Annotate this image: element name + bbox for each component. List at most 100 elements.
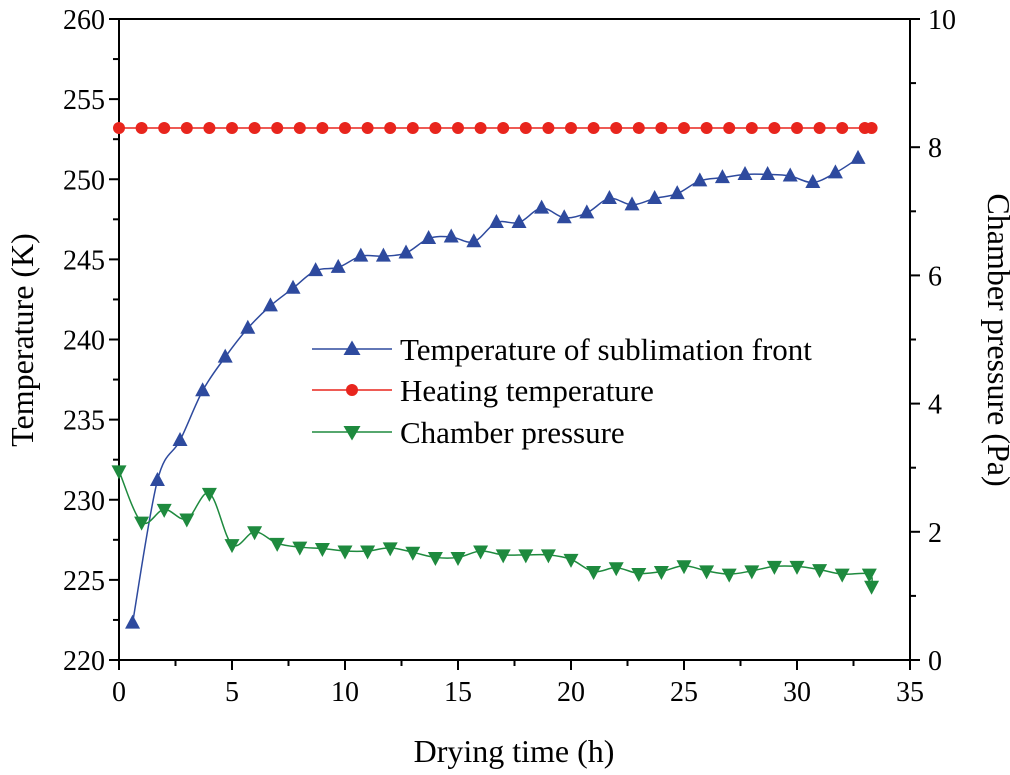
legend-marker-chamber-pressure <box>343 426 361 441</box>
data-point-sublimation-front-27 <box>737 165 753 180</box>
data-point-heating-temperature-28 <box>745 121 758 134</box>
data-point-chamber-pressure-11 <box>360 545 376 560</box>
data-point-chamber-pressure-2 <box>156 503 172 518</box>
series-line-chamber-pressure <box>118 470 873 587</box>
series-chamber-pressure <box>111 465 880 595</box>
axes: 0 5 10 15 20 25 30 3522022523023524024525025526… <box>63 5 956 708</box>
data-point-heating-temperature-13 <box>406 121 419 134</box>
data-point-chamber-pressure-3 <box>179 513 195 528</box>
data-point-chamber-pressure-6 <box>247 526 263 541</box>
data-point-heating-temperature-32 <box>836 121 849 134</box>
x-tick-label-5: 25 <box>670 677 698 708</box>
data-point-chamber-pressure-7 <box>269 537 285 552</box>
data-point-sublimation-front-30 <box>805 173 821 188</box>
x-tick-label-6: 30 <box>783 677 811 708</box>
x-tick-label-3: 15 <box>444 677 472 708</box>
data-point-heating-temperature-20 <box>565 121 577 134</box>
y-tick-label-0: 220 <box>63 646 105 677</box>
data-point-heating-temperature-11 <box>361 121 374 134</box>
data-point-chamber-pressure-13 <box>405 546 421 561</box>
data-point-sublimation-front-26 <box>714 169 730 184</box>
data-point-sublimation-front-13 <box>421 230 437 245</box>
data-point-chamber-pressure-29 <box>766 560 782 575</box>
data-point-sublimation-front-31 <box>827 164 843 179</box>
data-point-heating-temperature-15 <box>452 121 464 134</box>
data-point-sublimation-front-18 <box>534 199 550 214</box>
data-point-heating-temperature-12 <box>384 121 397 134</box>
data-point-heating-temperature-6 <box>248 121 261 134</box>
data-point-heating-temperature-24 <box>655 121 668 134</box>
data-point-heating-temperature-9 <box>316 121 329 134</box>
legend-marker-heating-temperature <box>346 384 358 396</box>
y-tick-label-3: 235 <box>63 406 105 437</box>
x-tick-label-2: 10 <box>331 677 359 708</box>
data-point-chamber-pressure-0 <box>111 465 127 480</box>
data-point-sublimation-front-23 <box>647 189 663 204</box>
data-point-sublimation-front-10 <box>353 247 369 262</box>
data-point-sublimation-front-0 <box>125 614 141 629</box>
data-point-chamber-pressure-26 <box>699 565 715 580</box>
data-point-chamber-pressure-17 <box>495 549 511 564</box>
y-tick-label-8: 260 <box>63 5 105 36</box>
data-point-sublimation-front-6 <box>262 297 278 312</box>
data-point-sublimation-front-3 <box>195 382 211 397</box>
data-point-chamber-pressure-9 <box>314 542 330 557</box>
data-point-sublimation-front-19 <box>556 209 572 224</box>
y-tick-label-4: 240 <box>63 326 105 357</box>
data-point-chamber-pressure-8 <box>292 541 308 556</box>
data-point-chamber-pressure-16 <box>473 545 489 560</box>
data-point-heating-temperature-34 <box>865 121 878 134</box>
data-point-heating-temperature-8 <box>293 121 306 134</box>
data-point-chamber-pressure-23 <box>631 567 647 582</box>
data-point-heating-temperature-30 <box>791 121 803 134</box>
data-point-sublimation-front-9 <box>330 258 346 273</box>
data-point-heating-temperature-2 <box>158 121 171 134</box>
x-tick-label-0: 0 <box>112 677 126 708</box>
data-point-sublimation-front-16 <box>488 214 504 229</box>
data-point-heating-temperature-3 <box>180 121 193 134</box>
data-point-sublimation-front-32 <box>850 149 866 164</box>
data-point-sublimation-front-12 <box>398 244 414 259</box>
data-point-sublimation-front-17 <box>511 214 527 229</box>
data-point-heating-temperature-25 <box>678 121 690 134</box>
y2-tick-label-1: 2 <box>928 518 942 549</box>
y-tick-label-5: 245 <box>63 245 105 276</box>
data-point-sublimation-front-20 <box>579 204 595 219</box>
data-point-chamber-pressure-30 <box>789 560 805 575</box>
data-point-chamber-pressure-34 <box>864 580 880 595</box>
legend-entry-chamber-pressure: Chamber pressure <box>312 415 625 450</box>
y-tick-label-7: 255 <box>63 85 105 116</box>
data-point-sublimation-front-11 <box>375 247 391 262</box>
x-axis-title: Drying time (h) <box>414 733 615 769</box>
data-point-heating-temperature-21 <box>587 121 600 134</box>
data-point-chamber-pressure-32 <box>834 568 850 583</box>
data-point-sublimation-front-14 <box>443 228 459 243</box>
series-layer <box>111 121 880 629</box>
data-point-heating-temperature-22 <box>610 121 623 134</box>
data-point-chamber-pressure-1 <box>134 516 150 531</box>
y-tick-label-1: 225 <box>63 566 105 597</box>
data-point-chamber-pressure-21 <box>586 566 602 581</box>
data-point-sublimation-front-22 <box>624 196 640 211</box>
data-point-chamber-pressure-31 <box>812 564 828 579</box>
y2-tick-label-0: 0 <box>928 646 942 677</box>
legend-label-chamber-pressure: Chamber pressure <box>400 415 625 450</box>
data-point-heating-temperature-17 <box>497 121 510 134</box>
y-tick-label-6: 250 <box>63 165 105 196</box>
data-point-sublimation-front-2 <box>172 431 188 446</box>
data-point-heating-temperature-16 <box>474 121 487 134</box>
data-point-chamber-pressure-19 <box>540 549 556 564</box>
data-point-chamber-pressure-25 <box>676 560 692 575</box>
y2-tick-label-4: 8 <box>928 133 942 164</box>
legend: Temperature of sublimation front Heating… <box>312 332 812 450</box>
data-point-heating-temperature-31 <box>813 121 826 134</box>
data-point-chamber-pressure-15 <box>450 551 466 566</box>
data-point-sublimation-front-4 <box>217 348 233 363</box>
legend-entry-heating-temperature: Heating temperature <box>312 373 654 408</box>
data-point-heating-temperature-19 <box>542 121 555 134</box>
data-point-sublimation-front-7 <box>285 279 301 294</box>
data-point-sublimation-front-28 <box>760 165 776 180</box>
data-point-heating-temperature-1 <box>135 121 148 134</box>
data-point-sublimation-front-8 <box>308 262 324 277</box>
